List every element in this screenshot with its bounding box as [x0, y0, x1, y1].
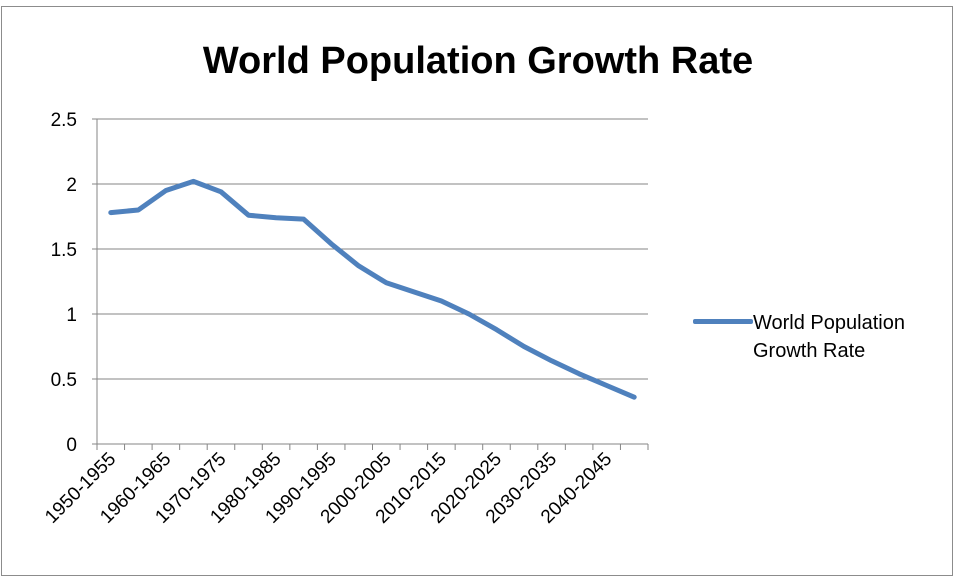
legend: World Population Growth Rate — [693, 309, 955, 369]
series-group — [108, 178, 637, 400]
y-tick-label: 1.5 — [51, 240, 77, 261]
legend-label: World Population Growth Rate — [753, 312, 905, 362]
legend-swatch — [693, 319, 753, 324]
y-tick-label: 2 — [66, 175, 77, 196]
y-tick-label: 1 — [66, 305, 77, 326]
axes — [96, 119, 648, 445]
y-axis-ticks: 0 0.5 1 1.5 2 2.5 — [51, 110, 97, 456]
y-tick-label: 0 — [66, 435, 77, 456]
y-tick-label: 0.5 — [51, 370, 77, 391]
y-tick-label: 2.5 — [51, 110, 77, 131]
chart-title: World Population Growth Rate — [202, 40, 754, 82]
x-axis-ticks: 1950-19551960-19651970-19751980-19851990… — [41, 444, 649, 528]
chart-area — [1, 6, 953, 576]
gridlines — [97, 118, 648, 380]
series-line — [108, 178, 637, 400]
